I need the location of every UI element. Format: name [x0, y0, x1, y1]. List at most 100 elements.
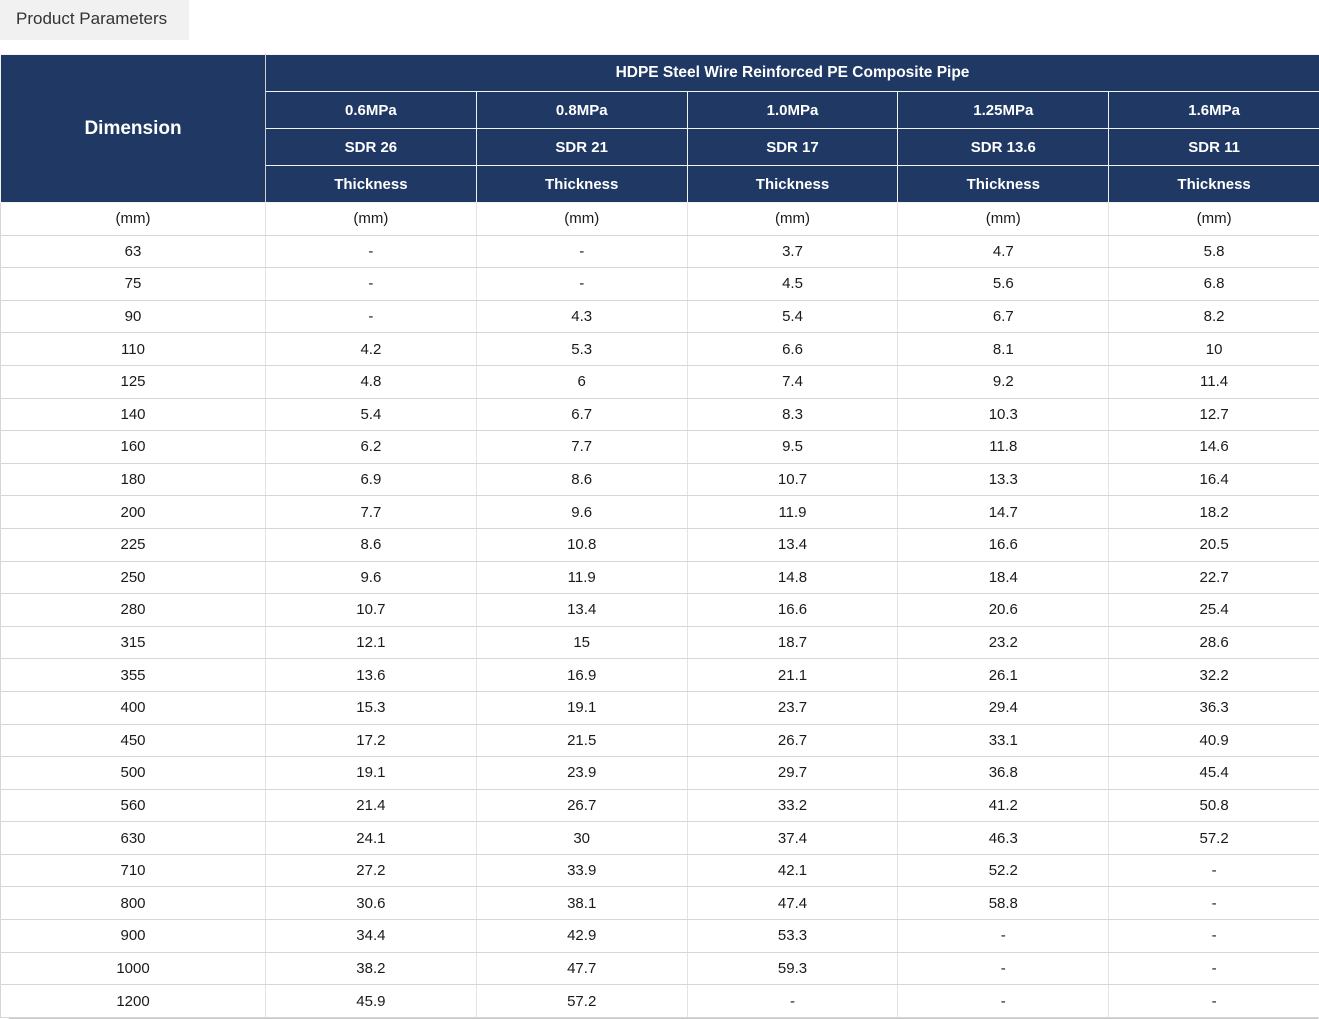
pressure-header-cell: 1.0MPa [686, 91, 899, 129]
table-cell: 6.6 [686, 332, 899, 366]
table-cell: - [1108, 886, 1319, 921]
table-row: 710 27.2 33.9 42.1 52.2- [0, 853, 1319, 888]
table-cell: - [475, 234, 688, 269]
table-cell: 6 [475, 364, 688, 399]
table-cell: - [686, 984, 899, 1018]
dimension-cell: 315 [0, 625, 266, 660]
table-cell: 34.4 [265, 919, 477, 953]
table-cell: 9.5 [686, 430, 899, 464]
sdr-header-cell: SDR 13.6 [897, 128, 1110, 166]
table-cell: 21.4 [265, 788, 477, 823]
dimension-cell: 250 [0, 560, 266, 595]
dimension-cell: 110 [0, 332, 266, 366]
table-cell: 6.9 [265, 462, 477, 497]
table-cell: 4.5 [686, 267, 899, 301]
dimension-cell: 1200 [0, 984, 266, 1018]
thickness-header-cell: Thickness [686, 165, 899, 203]
table-cell: 25.4 [1108, 593, 1319, 627]
table-cell: 42.9 [475, 919, 688, 953]
table-row: 355 13.6 16.9 21.1 26.1 32.2 [0, 658, 1319, 692]
table-cell: - [1108, 951, 1319, 986]
table-row: 250 9.6 11.9 14.8 18.4 22.7 [0, 560, 1319, 595]
thickness-header-cell: Thickness [265, 165, 477, 203]
table-cell: 12.1 [265, 625, 477, 660]
table-cell: 27.2 [265, 853, 477, 888]
table-cell: 6.7 [475, 397, 688, 432]
table-cell: 28.6 [1108, 625, 1319, 660]
table-cell: 45.9 [265, 984, 477, 1018]
table-cell: 20.6 [897, 593, 1110, 627]
table-cell: 16.9 [475, 658, 688, 692]
dimension-cell: (mm) [0, 202, 266, 236]
table-cell: 4.2 [265, 332, 477, 366]
table-cell: 36.8 [897, 756, 1110, 790]
dimension-cell: 400 [0, 690, 266, 725]
table-row: 450 17.2 21.5 26.7 33.1 40.9 [0, 723, 1319, 758]
pressure-header-cell: 0.6MPa [265, 91, 477, 129]
table-cell: 32.2 [1108, 658, 1319, 692]
table-row: 125 4.8 6 7.4 9.2 11.4 [0, 364, 1319, 399]
table-cell: 23.2 [897, 625, 1110, 660]
horizontal-scrollbar[interactable] [8, 1017, 1319, 1019]
table-cell: 11.4 [1108, 364, 1319, 399]
thickness-header-cell: Thickness [475, 165, 688, 203]
table-cell: 52.2 [897, 853, 1110, 888]
table-cell: 40.9 [1108, 723, 1319, 758]
table-row: 560 21.4 26.7 33.2 41.2 50.8 [0, 788, 1319, 823]
table-cell: 30.6 [265, 886, 477, 921]
table-cell: 57.2 [1108, 821, 1319, 855]
table-row: 630 24.1 30 37.4 46.3 57.2 [0, 821, 1319, 855]
table-cell: 22.7 [1108, 560, 1319, 595]
table-cell: 13.6 [265, 658, 477, 692]
units-row: (mm) (mm) (mm) (mm) (mm) (mm) [0, 202, 1319, 236]
table-row: 500 19.1 23.9 29.7 36.8 45.4 [0, 756, 1319, 790]
table-cell: 15 [475, 625, 688, 660]
table-cell: 30 [475, 821, 688, 855]
table-row: 200 7.7 9.6 11.9 14.7 18.2 [0, 495, 1319, 529]
table-row: 900 34.4 42.9 53.3- - [0, 919, 1319, 953]
dimension-cell: 140 [0, 397, 266, 432]
table-cell: 29.4 [897, 690, 1110, 725]
pressure-row: 0.6MPa 0.8MPa 1.0MPa 1.25MPa 1.6MPa [1, 91, 1319, 129]
table-cell: 36.3 [1108, 690, 1319, 725]
table-cell: 11.9 [686, 495, 899, 529]
table-cell: 29.7 [686, 756, 899, 790]
table-cell: 20.5 [1108, 527, 1319, 562]
table-cell: 10.7 [686, 462, 899, 497]
table-title: HDPE Steel Wire Reinforced PE Composite … [265, 54, 1319, 92]
table-row: 800 30.6 38.1 47.4 58.8- [0, 886, 1319, 921]
table-cell: 19.1 [475, 690, 688, 725]
table-cell: 4.7 [897, 234, 1110, 269]
table-body: (mm) (mm) (mm) (mm) (mm) (mm) 63- -3.7 4.7 5.8 75-… [0, 202, 1319, 1018]
dimension-cell: 355 [0, 658, 266, 692]
table-cell: 8.3 [686, 397, 899, 432]
table-cell: 8.6 [475, 462, 688, 497]
product-parameters-tab[interactable]: Product Parameters [0, 0, 190, 40]
sdr-row: SDR 26 SDR 21 SDR 17 SDR 13.6 SDR 11 [1, 128, 1319, 166]
table-cell: - [265, 299, 477, 334]
table-cell: (mm) [897, 202, 1110, 236]
table-cell: 7.7 [265, 495, 477, 529]
table-cell: 59.3 [686, 951, 899, 986]
dimension-cell: 900 [0, 919, 266, 953]
table-cell: - [897, 951, 1110, 986]
dimension-cell: 280 [0, 593, 266, 627]
dimension-cell: 560 [0, 788, 266, 823]
table-cell: - [1108, 919, 1319, 953]
dimension-cell: 160 [0, 430, 266, 464]
pressure-header-cell: 0.8MPa [475, 91, 688, 129]
table-cell: 23.9 [475, 756, 688, 790]
dimension-cell: 200 [0, 495, 266, 529]
parameters-table-container: Dimension HDPE Steel Wire Reinforced PE … [0, 54, 1319, 1018]
table-cell: 6.2 [265, 430, 477, 464]
table-row: 160 6.2 7.7 9.5 11.8 14.6 [0, 430, 1319, 464]
table-cell: 8.6 [265, 527, 477, 562]
dimension-cell: 630 [0, 821, 266, 855]
table-cell: 17.2 [265, 723, 477, 758]
table-cell: 26.7 [686, 723, 899, 758]
table-cell: 58.8 [897, 886, 1110, 921]
table-cell: 5.6 [897, 267, 1110, 301]
table-row: 1200 45.9 57.2- - - [0, 984, 1319, 1018]
table-cell: 33.1 [897, 723, 1110, 758]
